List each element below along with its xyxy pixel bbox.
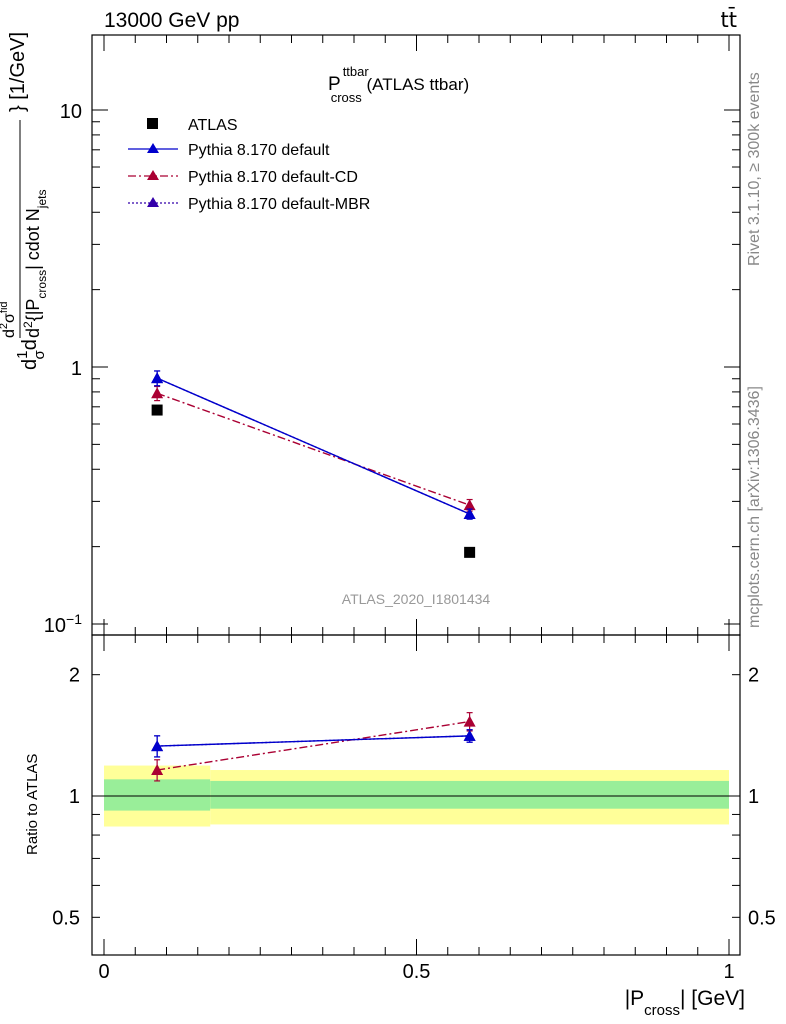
legend-marker-atlas — [147, 118, 158, 129]
ylabel-d2: d — [19, 339, 41, 350]
xtick-label: 0 — [98, 961, 109, 983]
x-axis-label: |Pcross| [GeV] — [625, 987, 745, 1019]
ylabel-num-sigma: σ — [1, 313, 18, 323]
ylabel-num-fid: fid — [0, 301, 10, 313]
ylabel-den-exp: 2 — [21, 321, 35, 328]
main-ytick-label-base: 10 — [60, 101, 82, 123]
ylabel-den-open: {|P — [23, 299, 43, 322]
ratio-ytick-label-left: 0.5 — [52, 907, 80, 929]
svg-text:d2{|Pcross| cdot Njets: d2{|Pcross| cdot Njets — [21, 190, 49, 338]
ylabel-den-jets: jets — [35, 190, 49, 210]
main-line-pythia-8-170-default-cd — [156, 392, 470, 506]
band-inner-0 — [104, 779, 211, 811]
plot-title-suffix: (ATLAS ttbar) — [362, 75, 469, 94]
legend: ATLAS Pythia 8.170 default Pythia 8.170 … — [128, 117, 370, 213]
legend-label-cd: Pythia 8.170 default-CD — [188, 169, 358, 186]
legend-label-default: Pythia 8.170 default — [188, 142, 330, 159]
ratio-point-pythia-8-170-default-cd — [463, 715, 476, 727]
ylabel-d: d — [19, 359, 41, 370]
ratio-ytick-label-left: 1 — [69, 786, 80, 808]
xlabel-suffix: | [GeV] — [680, 987, 745, 1010]
ylabel-one: 1 — [14, 351, 31, 359]
ratio-line-pythia-8-170-default — [157, 735, 470, 747]
ratio-uncertainty-bands — [104, 765, 729, 827]
ylabel-sigma: σ — [31, 350, 48, 360]
main-point-pythia-8-170-default-cd — [463, 499, 476, 511]
legend-marker-cd — [147, 170, 159, 180]
band-inner-1 — [210, 780, 729, 809]
ratio-ytick-label-right: 2 — [748, 665, 759, 687]
ylabel-num-exp: 2 — [0, 323, 10, 329]
ratio-panel-frame — [91, 634, 741, 956]
rivet-version-label: Rivet 3.1.10, ≥ 300k events — [746, 72, 763, 266]
ylabel-units: } [1/GeV] — [7, 32, 29, 112]
xlabel-prefix: |P — [625, 987, 644, 1010]
ylabel-den-mid: | cdot N — [23, 208, 43, 270]
xlabel-sub: cross — [644, 1002, 680, 1019]
main-ytick-label: 1 — [71, 358, 82, 380]
ratio-point-pythia-8-170-default-cd — [151, 764, 164, 776]
main-point-atlas — [151, 404, 163, 416]
main-point-pythia-8-170-default-cd — [151, 387, 164, 399]
plot-title-sup: ttbar — [343, 64, 370, 79]
legend-label-mbr: Pythia 8.170 default-MBR — [188, 196, 370, 213]
main-ytick-label-exp: −1 — [66, 611, 82, 627]
ylabel-den-d: d — [23, 328, 43, 338]
ratio-ytick-label-left: 2 — [69, 665, 80, 687]
main-point-pythia-8-170-default — [151, 372, 164, 384]
legend-marker-mbr — [147, 197, 159, 207]
mcplots-source-label: mcplots.cern.ch [arXiv:1306.3436] — [746, 386, 763, 628]
main-point-pythia-8-170-default — [463, 507, 476, 519]
plot-title: Pttbar cross (ATLAS ttbar) — [328, 64, 469, 105]
xtick-label: 0.5 — [403, 961, 431, 983]
svg-text:d2σfid: d2σfid — [0, 301, 18, 338]
analysis-watermark: ATLAS_2020_I1801434 — [342, 591, 491, 607]
main-line-pythia-8-170-default — [156, 377, 470, 515]
legend-label-atlas: ATLAS — [188, 117, 238, 134]
main-point-atlas — [464, 546, 476, 558]
main-y-axis-label: d1σd d2σfid d2{|Pcross| cdot Njets } [1/… — [0, 32, 49, 370]
ylabel-den-cross: cross — [35, 270, 49, 299]
svg-text:d1σd: d1σd — [14, 339, 48, 370]
main-ytick-label-base: 10 — [44, 615, 66, 637]
xtick-label: 1 — [723, 961, 734, 983]
main-ytick-label: 10 — [60, 101, 82, 123]
plot-title-base: P — [328, 74, 341, 95]
series-layer — [151, 370, 476, 782]
legend-marker-default — [147, 143, 159, 153]
main-ytick-label: 10−1 — [44, 611, 82, 637]
ratio-y-axis-label: Ratio to ATLAS — [24, 754, 41, 855]
ylabel-num-d: d — [1, 329, 18, 338]
ratio-ytick-label-right: 1 — [748, 786, 759, 808]
ratio-line-pythia-8-170-default-cd — [157, 720, 470, 771]
ratio-point-pythia-8-170-default — [463, 729, 476, 741]
plot-title-sub: cross — [331, 90, 363, 105]
ttbar-tag: tt̄ — [721, 7, 737, 32]
ratio-ytick-label-right: 0.5 — [748, 907, 776, 929]
ratio-point-pythia-8-170-default — [151, 740, 164, 752]
process-label: 13000 GeV pp — [104, 9, 239, 32]
main-ytick-label-base: 1 — [71, 358, 82, 380]
